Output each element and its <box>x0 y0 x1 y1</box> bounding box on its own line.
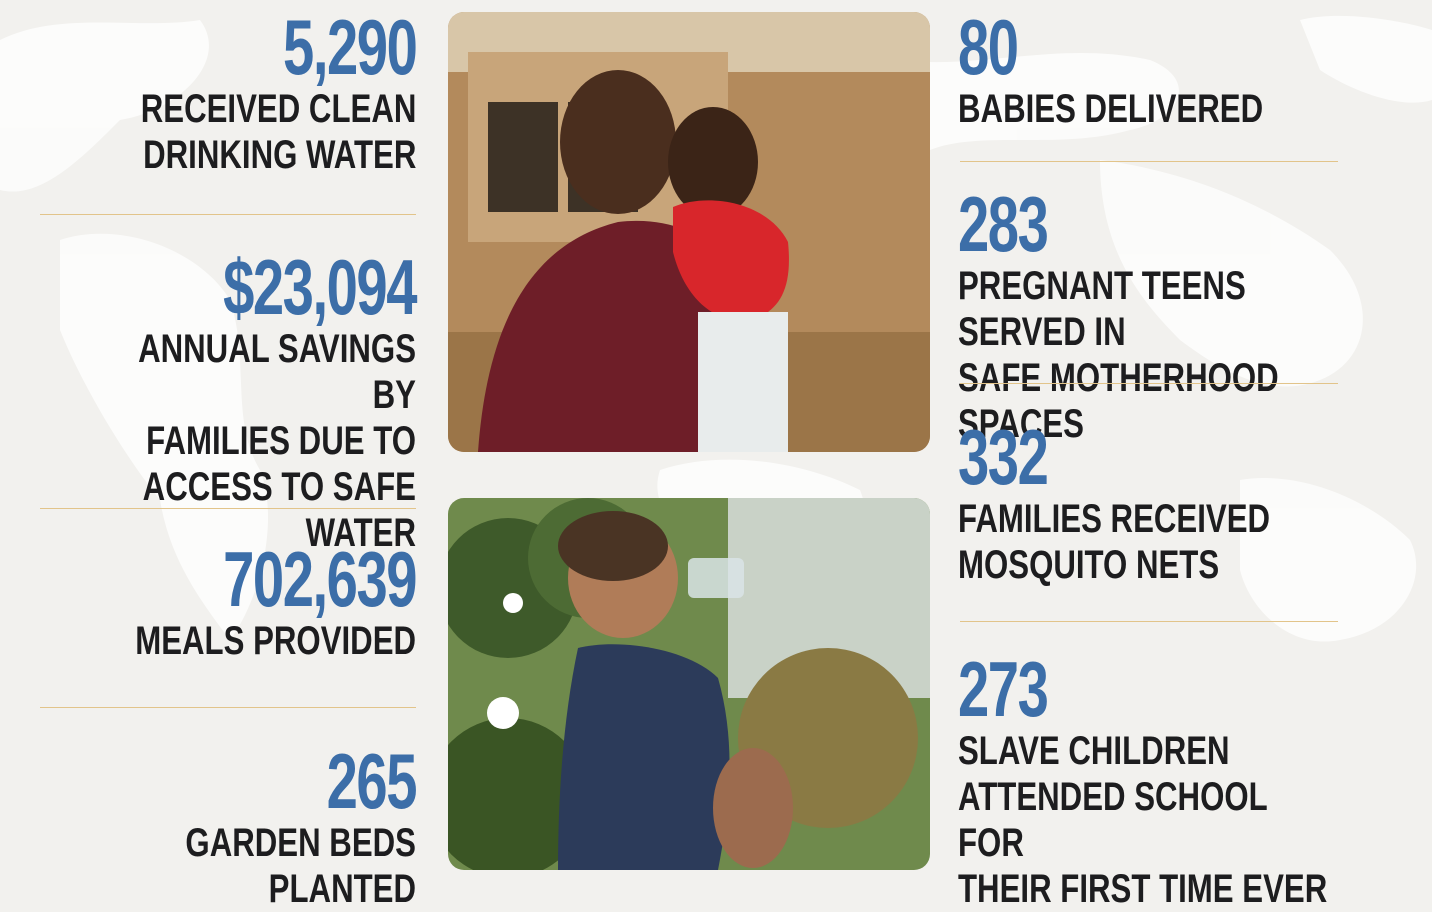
stat-pregnant-teens: 283 PREGNANT TEENS SERVED IN SAFE MOTHER… <box>958 185 1432 447</box>
stat-number: 283 <box>958 180 1049 268</box>
stat-number: 5,290 <box>282 3 418 91</box>
stat-babies-delivered: 80 BABIES DELIVERED <box>958 8 1349 132</box>
stat-number: $23,094 <box>223 243 417 331</box>
stat-label: BABIES DELIVERED <box>958 87 1264 131</box>
stat-label: SLAVE CHILDREN ATTENDED SCHOOL FOR THEIR… <box>958 729 1328 911</box>
mother-holding-baby-photo <box>448 12 930 452</box>
stat-number: 265 <box>326 737 418 825</box>
stat-meals-provided: 702,639 MEALS PROVIDED <box>56 535 417 664</box>
stat-number: 80 <box>958 3 1019 91</box>
stat-annual-savings: $23,094 ANNUAL SAVINGS BY FAMILIES DUE T… <box>0 243 417 556</box>
stat-label: GARDEN BEDS PLANTED <box>185 821 416 911</box>
stat-label: RECEIVED CLEAN DRINKING WATER <box>140 87 416 177</box>
divider <box>960 161 1338 162</box>
stat-clean-water: 5,290 RECEIVED CLEAN DRINKING WATER <box>63 3 418 178</box>
boy-drinking-water-photo <box>448 498 930 870</box>
stat-label: PREGNANT TEENS SERVED IN SAFE MOTHERHOOD… <box>958 264 1279 446</box>
stat-number: 332 <box>958 413 1049 501</box>
stat-number: 702,639 <box>223 535 417 623</box>
stat-number: 273 <box>958 645 1049 733</box>
divider <box>960 383 1338 384</box>
stat-garden-beds: 265 GARDEN BEDS PLANTED <box>0 737 418 912</box>
stat-label: MEALS PROVIDED <box>135 619 416 663</box>
stat-mosquito-nets: 332 FAMILIES RECEIVED MOSQUITO NETS <box>958 418 1358 588</box>
stat-label: FAMILIES RECEIVED MOSQUITO NETS <box>958 497 1271 587</box>
divider <box>40 214 416 215</box>
stat-slave-children-school: 273 SLAVE CHILDREN ATTENDED SCHOOL FOR T… <box>958 650 1432 912</box>
divider <box>960 621 1338 622</box>
stat-label: ANNUAL SAVINGS BY FAMILIES DUE TO ACCESS… <box>138 327 416 555</box>
divider <box>40 707 416 708</box>
divider <box>40 508 416 509</box>
